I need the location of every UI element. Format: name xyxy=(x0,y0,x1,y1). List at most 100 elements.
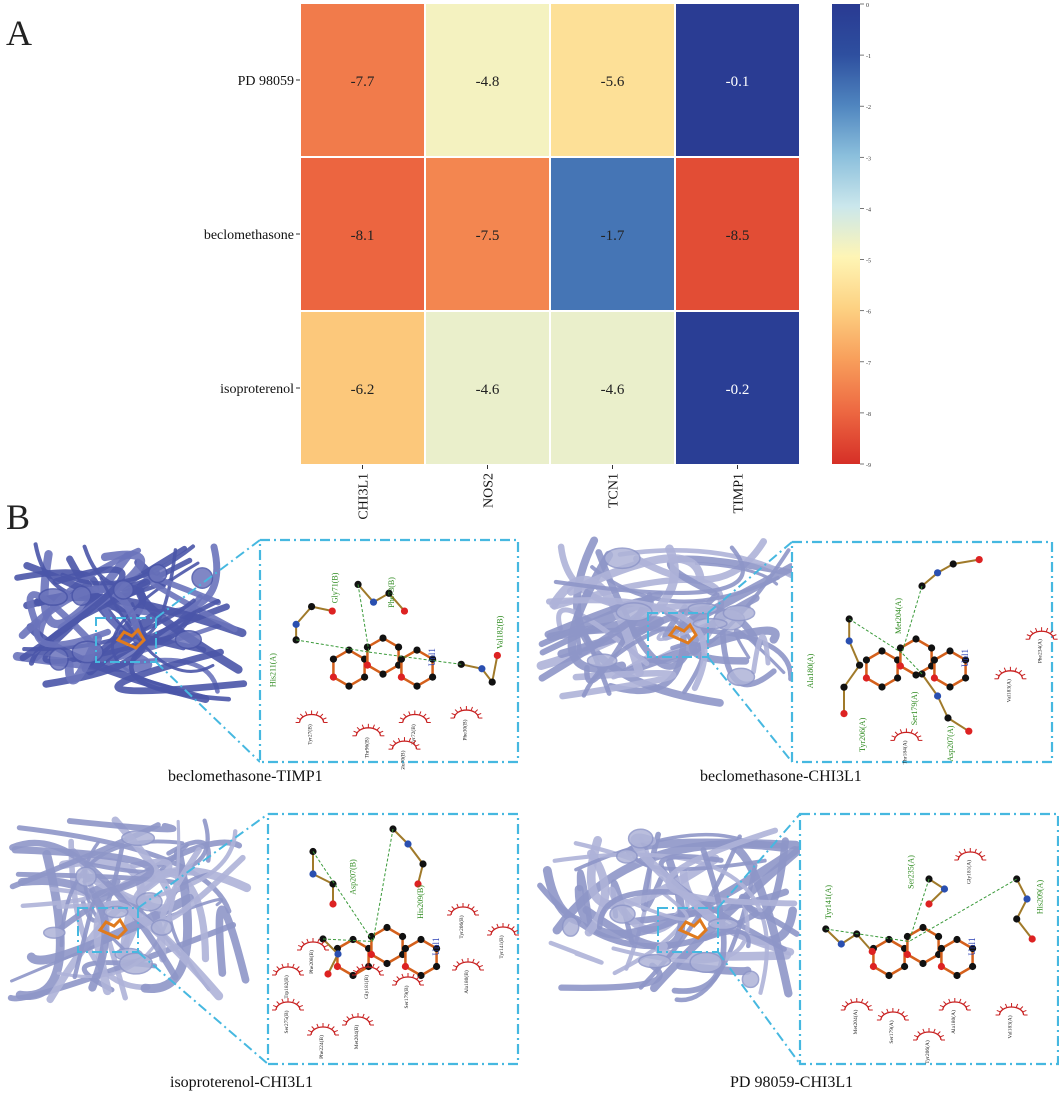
svg-text:Met204(A): Met204(A) xyxy=(852,1009,859,1034)
interaction-box xyxy=(258,538,520,764)
colorbar-tick-label: -3 xyxy=(866,156,871,162)
ligplot-diagram: Unl1 Met204(A) Ala180(A) Tyr206(A) Ser179(A)… xyxy=(806,556,1058,764)
heatmap-value-label: -0.2 xyxy=(726,382,750,398)
svg-text:Phe224(B): Phe224(B) xyxy=(318,1035,325,1059)
protein-cartoon xyxy=(12,542,248,704)
svg-text:Gly181(B): Gly181(B) xyxy=(363,975,370,999)
svg-text:Tyr206(A): Tyr206(A) xyxy=(858,717,867,751)
ligand-label: Unl1 xyxy=(431,938,441,956)
svg-text:Tyr206(B): Tyr206(B) xyxy=(458,915,465,938)
docking-figure: Unl1 Tyr141(A) Ser235(A) His209(A) Met204(A)… xyxy=(537,812,1059,1066)
svg-text:Tyr141(B): Tyr141(B) xyxy=(498,935,505,958)
heatmap-row-label: isoproterenol xyxy=(220,382,294,397)
ligand-label: Unl1 xyxy=(427,648,437,666)
colorbar-tick-label: -7 xyxy=(866,361,871,367)
residue-label: Asp207(A) xyxy=(946,725,955,761)
residue-label: Gly71(B) xyxy=(330,572,339,603)
interaction-box xyxy=(266,812,520,1066)
svg-text:Glu70(B): Glu70(B) xyxy=(399,750,406,770)
panel-label-b: B xyxy=(6,497,31,537)
residue-label: Ala180(B) xyxy=(452,958,484,994)
residue-label: Val183(A) xyxy=(995,1003,1028,1039)
heatmap-value-label: -8.5 xyxy=(726,228,750,244)
docking-panel-pd98059-chi3l1: Unl1 Tyr141(A) Ser235(A) His209(A) Met204(A)… xyxy=(530,800,1059,1070)
residue-label: Tyr72(B) xyxy=(398,710,431,745)
colorbar-tick-label: -4 xyxy=(866,207,871,213)
residue-label: Tyr206(A) xyxy=(858,717,867,751)
svg-text:Ser179(A): Ser179(A) xyxy=(910,691,919,725)
protein-cartoon xyxy=(536,536,798,707)
svg-text:Tyr27(B): Tyr27(B) xyxy=(307,724,314,745)
heatmap-value-label: -7.5 xyxy=(476,228,500,244)
heatmap-row-label: PD 98059 xyxy=(238,74,294,89)
svg-text:Ala180(A): Ala180(A) xyxy=(806,653,815,688)
docking-figure: Unl1 Met204(A) Ala180(A) Tyr206(A) Ser179(A)… xyxy=(536,536,1058,764)
svg-text:Val183(A): Val183(A) xyxy=(1005,679,1012,702)
heatmap-cell xyxy=(674,156,801,312)
svg-text:His209(A): His209(A) xyxy=(1036,880,1045,915)
svg-text:Trp182(B): Trp182(B) xyxy=(283,975,290,998)
svg-text:Asp207(A): Asp207(A) xyxy=(946,725,955,761)
protein-cartoon xyxy=(7,816,252,1004)
svg-text:Thr184(A): Thr184(A) xyxy=(901,740,908,764)
svg-text:Gly71(B): Gly71(B) xyxy=(330,572,339,603)
docking-figure: Unl1 Gly71(B) Phe73(B) His211(A) Val182(B) Ty… xyxy=(12,538,520,772)
residue-label: Ser235(A) xyxy=(907,855,916,889)
svg-text:Phe234(A): Phe234(A) xyxy=(1037,639,1044,663)
svg-text:Met204(B): Met204(B) xyxy=(353,1025,360,1050)
interaction-box xyxy=(790,540,1054,764)
heatmap-value-label: -6.2 xyxy=(351,382,375,398)
residue-label: Val182(B) xyxy=(496,615,505,649)
heatmap-cell xyxy=(299,156,426,312)
heatmap-value-label: -1.7 xyxy=(601,228,625,244)
caption-isoproterenol-chi3l1: isoproterenol-CHI3L1 xyxy=(170,1074,314,1091)
colorbar-tick-label: -8 xyxy=(866,412,871,418)
colorbar-tick-label: 0 xyxy=(866,3,869,9)
residue-label: Thr96(B) xyxy=(352,723,385,758)
heatmap-cell xyxy=(674,310,801,466)
residue-label: Ala180(A) xyxy=(806,653,815,688)
svg-text:Asp207(B): Asp207(B) xyxy=(349,859,358,895)
colorbar-tick-label: -9 xyxy=(866,463,871,469)
ligand-label: Unl1 xyxy=(967,938,977,956)
colorbar-tick-label: -5 xyxy=(866,259,871,265)
panel-label-a: A xyxy=(6,13,32,53)
heatmap-value-label: -4.8 xyxy=(476,74,500,90)
svg-text:Phe208(B): Phe208(B) xyxy=(308,950,315,974)
heatmap-cell xyxy=(549,310,676,466)
residue-label: Thr184(A) xyxy=(890,728,923,764)
residue-label: Met204(A) xyxy=(840,998,873,1034)
svg-text:Ser179(B): Ser179(B) xyxy=(403,985,410,1008)
svg-text:Ser235(A): Ser235(A) xyxy=(907,855,916,889)
svg-text:Tyr72(B): Tyr72(B) xyxy=(410,724,417,745)
svg-text:Val183(A): Val183(A) xyxy=(1007,1015,1014,1038)
residue-label: Gly181(A) xyxy=(954,848,987,884)
heatmap-value-label: -0.1 xyxy=(726,74,750,90)
residue-label: His209(A) xyxy=(1036,880,1045,915)
residue-label: Phe208(B) xyxy=(297,938,329,974)
residue-label: Phe73(B) xyxy=(387,577,396,608)
residue-label: Ser179(B) xyxy=(392,973,424,1008)
ligand-label: Unl1 xyxy=(960,649,970,667)
colorbar-tick-label: -6 xyxy=(866,310,871,316)
residue-label: His211(A) xyxy=(268,653,277,687)
colorbar-tick-label: -1 xyxy=(866,54,871,60)
residue-label: Tyr27(B) xyxy=(295,710,328,745)
svg-text:Met204(A): Met204(A) xyxy=(894,598,903,634)
heatmap-value-label: -5.6 xyxy=(601,74,625,90)
colorbar-tick-label: -2 xyxy=(866,105,871,111)
caption-beclomethasone-chi3l1: beclomethasone-CHI3L1 xyxy=(700,768,862,785)
residue-label: Ser179(A) xyxy=(876,1008,909,1044)
residue-label: His209(B) xyxy=(416,885,425,919)
ligplot-diagram: Unl1 Asp207(B) His209(B) Tyr206(B) Tyr141(B)… xyxy=(272,825,519,1059)
heatmap-row-label: beclomethasone xyxy=(204,228,294,243)
ligand-marker xyxy=(667,622,698,645)
svg-text:Tyr206(A): Tyr206(A) xyxy=(924,1040,931,1064)
protein-cartoon xyxy=(537,827,803,1003)
caption-pd98059-chi3l1: PD 98059-CHI3L1 xyxy=(730,1074,854,1091)
residue-label: Tyr206(A) xyxy=(913,1028,945,1064)
ligand-marker xyxy=(97,917,128,940)
svg-text:Gly181(A): Gly181(A) xyxy=(965,860,972,884)
svg-text:Ser275(B): Ser275(B) xyxy=(283,1010,290,1033)
ligplot-diagram: Unl1 Tyr141(A) Ser235(A) His209(A) Met204(A)… xyxy=(822,848,1045,1064)
